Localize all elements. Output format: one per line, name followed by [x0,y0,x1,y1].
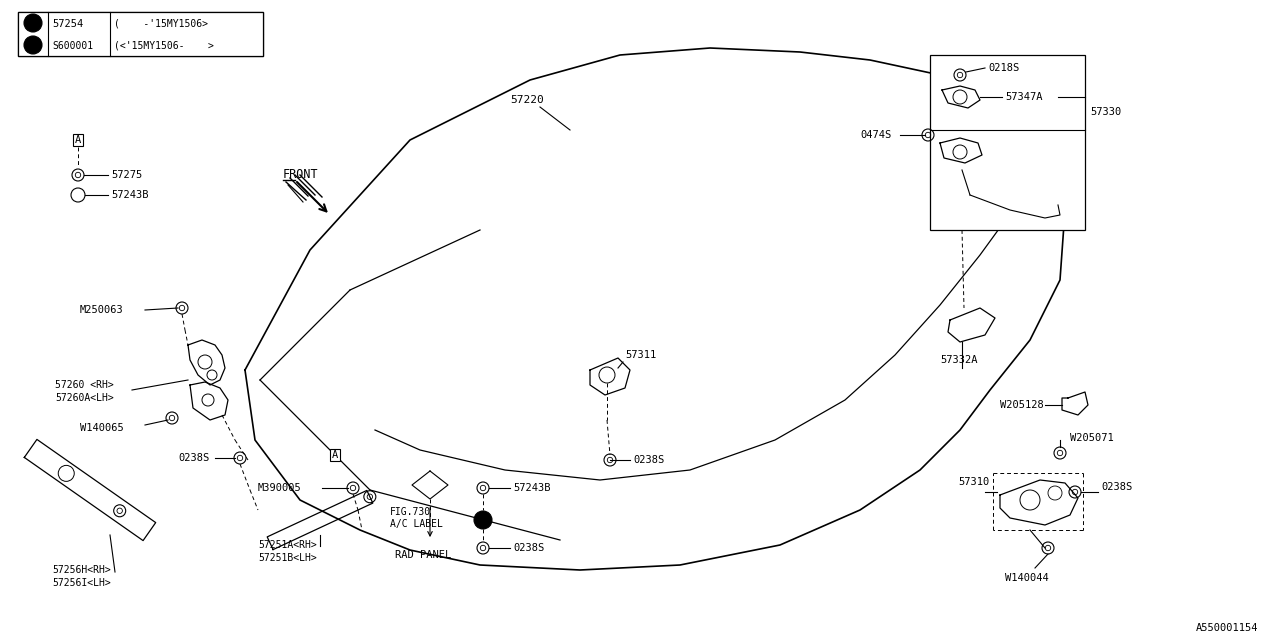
Text: A: A [74,135,81,145]
Circle shape [474,511,492,529]
Text: 57311: 57311 [625,350,657,360]
Text: M250063: M250063 [79,305,124,315]
Text: 57243B: 57243B [513,483,550,493]
Text: 57251A<RH>: 57251A<RH> [259,540,316,550]
Circle shape [24,14,42,32]
Text: RAD PANEL: RAD PANEL [396,550,452,560]
Text: M390005: M390005 [259,483,302,493]
Circle shape [24,36,42,54]
Text: 57275: 57275 [111,170,142,180]
Text: 57256H<RH>: 57256H<RH> [52,565,111,575]
Bar [18,34,262,56]
Text: 57254: 57254 [52,19,83,29]
Bar [18,12,262,34]
Text: (<'15MY1506-    >: (<'15MY1506- > [114,41,214,51]
Text: 57260 <RH>: 57260 <RH> [55,380,114,390]
Text: A: A [332,450,338,460]
Text: 1: 1 [31,40,36,49]
Text: 1: 1 [31,19,36,28]
Text: FIG.730: FIG.730 [390,507,431,517]
Text: 57243B: 57243B [111,190,148,200]
Text: A550001154: A550001154 [1196,623,1258,633]
Text: W205128: W205128 [1000,400,1043,410]
Text: 0238S: 0238S [1101,482,1133,492]
Text: (    -'15MY1506>: ( -'15MY1506> [114,19,207,29]
Text: 57260A<LH>: 57260A<LH> [55,393,114,403]
Text: 57256I<LH>: 57256I<LH> [52,578,111,588]
Bar [18,12,262,56]
Text: 57330: 57330 [1091,107,1121,117]
Bar [330,449,339,461]
Text: 57332A: 57332A [940,355,978,365]
Bar [931,55,1085,230]
Bar [73,134,83,146]
Text: W140065: W140065 [79,423,124,433]
Text: 0474S: 0474S [860,130,891,140]
Text: W140044: W140044 [1005,573,1048,583]
Text: S600001: S600001 [52,41,93,51]
Text: 0238S: 0238S [178,453,209,463]
Text: W205071: W205071 [1070,433,1114,443]
Text: FRONT: FRONT [283,168,319,182]
Text: 0238S: 0238S [634,455,664,465]
Text: 0238S: 0238S [513,543,544,553]
Text: A/C LABEL: A/C LABEL [390,519,443,529]
Text: 57251B<LH>: 57251B<LH> [259,553,316,563]
Text: 0218S: 0218S [988,63,1019,73]
Text: 57310: 57310 [957,477,989,487]
Text: 57347A: 57347A [1005,92,1042,102]
Text: 1: 1 [480,515,485,525]
Text: 57220: 57220 [509,95,544,105]
